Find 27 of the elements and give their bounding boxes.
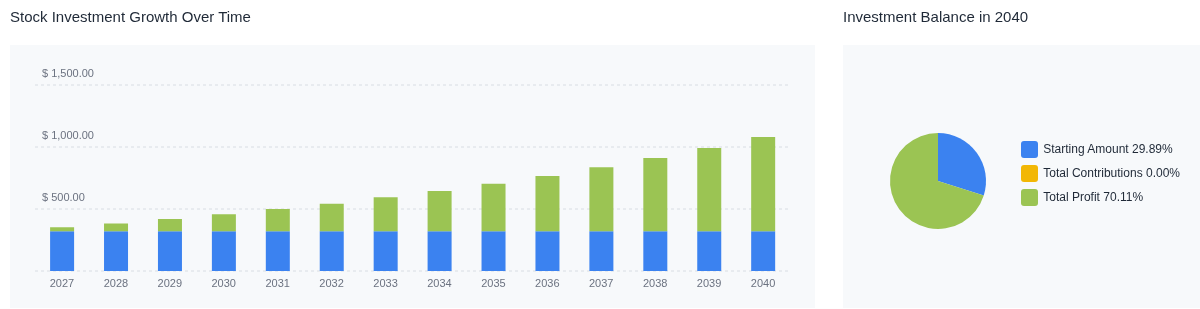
data-label: 29.89%: [1131, 142, 1173, 156]
x-tick-label: 2040: [750, 276, 776, 289]
x-tick-label: 2030: [211, 276, 236, 289]
x-tick-label: 2037: [589, 276, 614, 289]
x-tick-label: 2028: [103, 276, 129, 289]
chart-title: Stock Investment Growth Over Time: [10, 8, 251, 25]
pie-slice: [890, 133, 984, 229]
x-tick-label: 2039: [696, 276, 722, 289]
y-tick-label: $ 1,000.00: [42, 129, 94, 141]
x-tick-label: 2034: [427, 276, 452, 289]
x-tick-label: 2027: [49, 276, 75, 289]
x-tick-label: 2033: [373, 276, 398, 289]
x-tick-label: 2029: [157, 276, 183, 289]
x-tick-label: 2035: [481, 276, 506, 289]
x-tick-label: 2038: [642, 276, 668, 289]
legend-label: Total Profit: [1043, 190, 1100, 204]
legend-label: Starting Amount: [1043, 142, 1129, 156]
data-label: 70.11%: [1103, 190, 1144, 204]
y-tick-label: $ 500.00: [42, 191, 85, 203]
text: 0.00%: [1145, 166, 1180, 180]
x-tick-label: 2036: [535, 276, 560, 289]
chart-title: Investment Balance in 2040: [843, 8, 1029, 25]
x-tick-label: 2032: [319, 276, 344, 289]
pie-slice: [938, 133, 986, 196]
x-tick-label: 2031: [265, 276, 290, 289]
y-tick-label: $ 1,500.00: [42, 67, 94, 79]
legend-label: Total Contributions: [1043, 166, 1143, 180]
